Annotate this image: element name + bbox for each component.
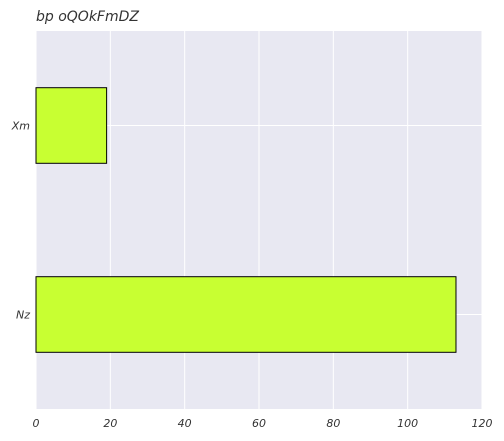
x-tick-label: 0 [33, 417, 40, 430]
x-tick-label: 20 [103, 417, 117, 430]
x-tick-label: 80 [326, 417, 340, 430]
x-tick-label: 60 [252, 417, 266, 430]
bar-xm [35, 87, 108, 164]
y-tick-label: Nz [16, 309, 30, 322]
y-axis-ticks: Xm Nz [11, 120, 30, 322]
bars [35, 87, 457, 353]
bar-nz [35, 276, 457, 353]
x-axis-ticks: 0 20 40 60 80 100 120 [33, 417, 493, 430]
x-tick-label: 100 [397, 417, 418, 430]
x-tick-label: 40 [178, 417, 192, 430]
x-tick-label: 120 [472, 417, 493, 430]
y-tick-label: Xm [11, 120, 30, 133]
chart-title: bp oQOkFmDZ [36, 9, 139, 25]
